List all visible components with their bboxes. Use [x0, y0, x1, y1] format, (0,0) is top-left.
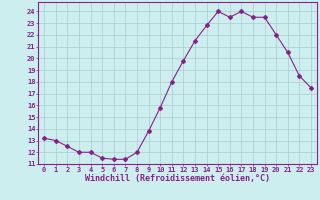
- X-axis label: Windchill (Refroidissement éolien,°C): Windchill (Refroidissement éolien,°C): [85, 174, 270, 183]
